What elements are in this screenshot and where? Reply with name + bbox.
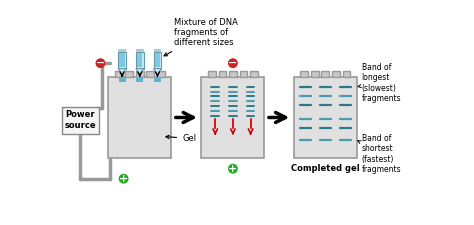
Bar	[294, 77, 357, 158]
Bar	[108, 77, 171, 158]
Text: +: +	[228, 164, 237, 174]
Bar	[301, 71, 308, 77]
Bar	[137, 77, 143, 82]
Text: Power
source: Power source	[64, 110, 96, 130]
Bar	[332, 71, 340, 77]
Bar	[154, 52, 161, 69]
Bar	[343, 71, 350, 77]
Bar	[311, 71, 319, 77]
Bar	[146, 71, 154, 77]
Bar	[115, 71, 123, 77]
Bar	[136, 71, 144, 77]
Circle shape	[96, 59, 105, 68]
Text: −: −	[228, 58, 237, 68]
Text: Band of
shortest
(fastest)
fragments: Band of shortest (fastest) fragments	[358, 134, 401, 174]
Bar	[154, 49, 161, 52]
Bar	[137, 53, 143, 68]
Bar	[321, 71, 329, 77]
FancyBboxPatch shape	[62, 107, 99, 134]
Bar	[155, 53, 160, 68]
Bar	[219, 71, 226, 77]
Bar	[119, 53, 125, 68]
Polygon shape	[118, 69, 126, 75]
Bar	[239, 71, 247, 77]
Bar	[201, 77, 264, 158]
Bar	[136, 49, 144, 52]
Bar	[229, 71, 237, 77]
Circle shape	[119, 174, 128, 183]
Bar	[118, 49, 126, 52]
Text: +: +	[119, 174, 128, 184]
Text: Completed gel: Completed gel	[291, 164, 360, 173]
Bar	[157, 71, 164, 77]
Text: Gel: Gel	[166, 134, 196, 143]
Text: Mixture of DNA
fragments of
different sizes: Mixture of DNA fragments of different si…	[164, 18, 238, 56]
Bar	[250, 71, 258, 77]
Circle shape	[228, 164, 237, 173]
Polygon shape	[136, 69, 144, 75]
Bar	[208, 71, 216, 77]
Bar	[125, 71, 133, 77]
Bar	[136, 52, 144, 69]
Bar	[154, 77, 161, 82]
Polygon shape	[154, 69, 161, 75]
Circle shape	[228, 59, 237, 68]
Text: Band of
longest
(slowest)
fragments: Band of longest (slowest) fragments	[358, 63, 401, 103]
Bar	[118, 77, 126, 82]
Bar	[118, 52, 126, 69]
Text: −: −	[96, 58, 105, 68]
